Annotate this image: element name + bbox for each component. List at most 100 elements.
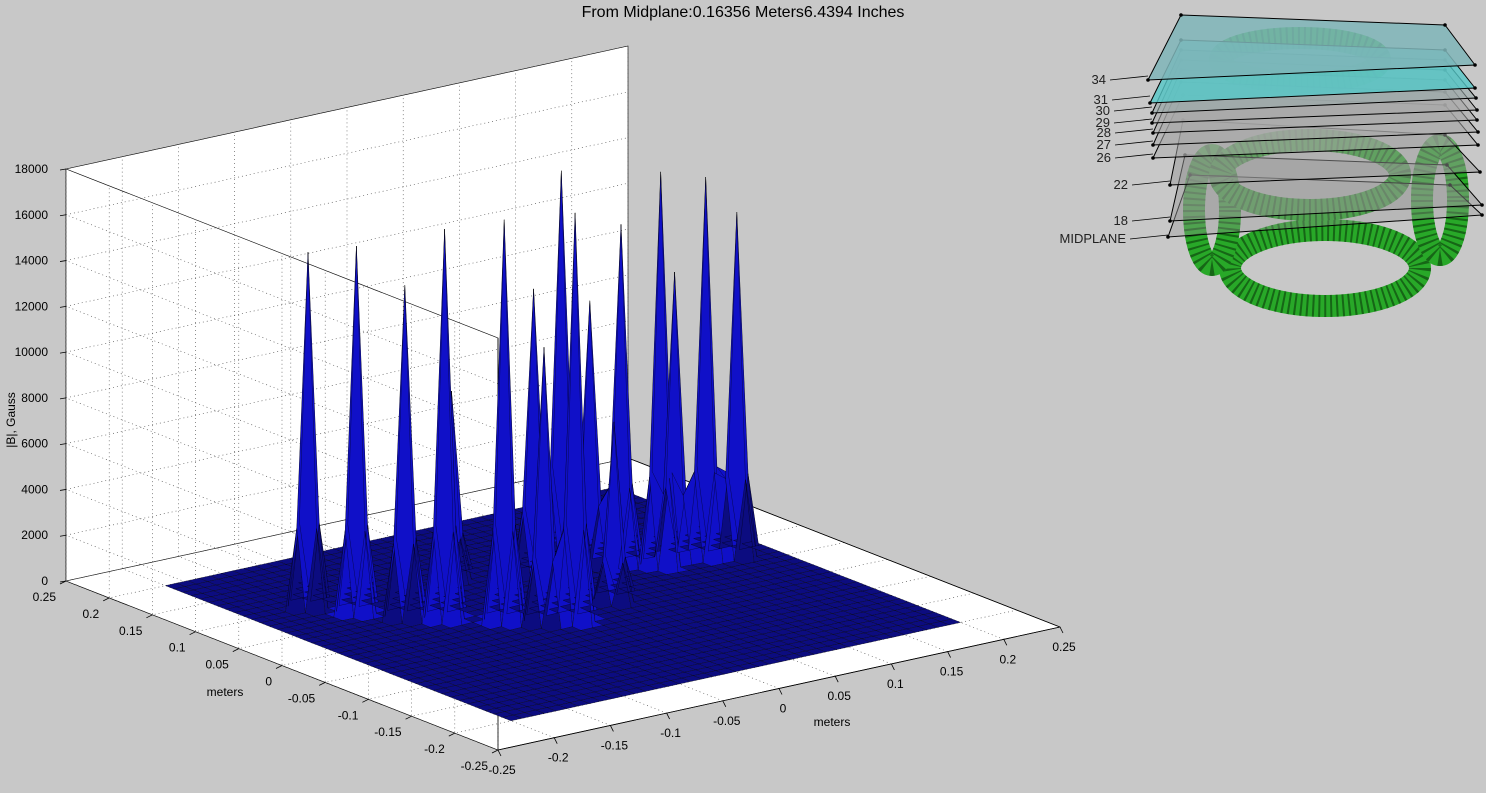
plane-label: MIDPLANE bbox=[1060, 231, 1127, 246]
plane-label: 28 bbox=[1097, 125, 1111, 140]
plane-corner-dot bbox=[1150, 121, 1154, 125]
left-torus-coil-windings bbox=[1183, 144, 1241, 276]
x-tick-label: 0.25 bbox=[1052, 640, 1076, 654]
x-tick-label: -0.15 bbox=[601, 738, 629, 752]
y-tick bbox=[146, 614, 153, 619]
x-tick bbox=[666, 712, 670, 720]
magnetic-field-surface bbox=[164, 170, 962, 721]
x-tick-label: -0.1 bbox=[660, 726, 681, 740]
z-tick bbox=[59, 305, 67, 308]
z-tick bbox=[59, 351, 67, 354]
y-tick-label: 0.05 bbox=[205, 658, 229, 672]
plane-corner-dot bbox=[1475, 118, 1479, 122]
x-tick bbox=[891, 663, 895, 671]
z-tick-label: 8000 bbox=[21, 391, 48, 405]
x-tick bbox=[778, 688, 783, 695]
z-tick-label: 0 bbox=[41, 574, 48, 588]
plane-label: 22 bbox=[1114, 177, 1128, 192]
x-tick-label: -0.25 bbox=[488, 763, 516, 777]
plane-label: 29 bbox=[1096, 115, 1110, 130]
plane-leader-line bbox=[1131, 180, 1171, 186]
plane-leader-line bbox=[1114, 140, 1154, 146]
plane-label: 26 bbox=[1097, 150, 1111, 165]
x-tick bbox=[610, 725, 614, 732]
y-tick bbox=[189, 631, 196, 636]
y-tick bbox=[491, 749, 499, 754]
plane-corner-dot bbox=[1146, 78, 1150, 82]
axis-ticks: 0 2000 4000 6000 8000 10000 12000 14000 16000 180… bbox=[15, 162, 1076, 777]
z-axis-label: |B|, Gauss bbox=[4, 392, 18, 448]
plane-corner-dot bbox=[1480, 203, 1484, 207]
z-tick-label: 2000 bbox=[21, 528, 48, 542]
plane-leader-line bbox=[1111, 95, 1151, 101]
plane-corner-dot bbox=[1166, 235, 1170, 239]
plane-corner-dot bbox=[1448, 183, 1452, 187]
x-axis-label: meters bbox=[814, 715, 851, 729]
y-tick-label: -0.2 bbox=[424, 742, 445, 756]
z-tick bbox=[59, 260, 67, 262]
plane-label: 34 bbox=[1092, 72, 1106, 87]
plane-corner-dot bbox=[1480, 213, 1484, 217]
x-tick bbox=[834, 676, 839, 683]
x-tick bbox=[722, 700, 727, 707]
plane-leader-line bbox=[1113, 106, 1153, 112]
plane-corner-dot bbox=[1473, 86, 1477, 90]
plane-corner-dot bbox=[1474, 96, 1478, 100]
plane-leader-line bbox=[1131, 216, 1171, 222]
x-tick bbox=[553, 737, 558, 744]
chart-title: From Midplane:0.16356 Meters6.4394 Inche… bbox=[581, 4, 905, 21]
plane-corner-dot bbox=[1150, 111, 1154, 115]
surface-patch bbox=[940, 618, 962, 626]
plane-label: 30 bbox=[1096, 103, 1110, 118]
x-tick bbox=[947, 651, 951, 658]
y-tick bbox=[103, 597, 110, 602]
plane-corner-dot bbox=[1478, 170, 1482, 174]
z-tick-label: 18000 bbox=[15, 162, 49, 176]
plane-leader-line bbox=[1114, 153, 1154, 159]
plane-corner-dot bbox=[1168, 183, 1172, 187]
y-tick-label: 0.25 bbox=[33, 590, 57, 604]
z-tick-label: 14000 bbox=[15, 254, 49, 268]
plane-corner-dot bbox=[1168, 219, 1172, 223]
plane-corner-dot bbox=[1476, 143, 1480, 147]
z-tick bbox=[59, 534, 67, 537]
plane-leader-line bbox=[1113, 118, 1153, 124]
plane-leader-line bbox=[1129, 234, 1169, 240]
x-tick-label: 0.15 bbox=[940, 665, 964, 679]
y-tick bbox=[319, 682, 326, 686]
y-tick bbox=[232, 648, 239, 652]
x-tick bbox=[1059, 626, 1064, 634]
x-tick-label: 0.1 bbox=[887, 677, 904, 691]
y-tick bbox=[275, 665, 283, 669]
plane-leader-line bbox=[1109, 75, 1149, 81]
z-tick-label: 10000 bbox=[15, 345, 49, 359]
y-tick bbox=[59, 580, 67, 585]
plane-corner-dot bbox=[1473, 63, 1477, 67]
z-tick bbox=[59, 489, 67, 491]
x-tick-label: -0.2 bbox=[548, 751, 569, 765]
plane-corner-dot bbox=[1475, 108, 1479, 112]
z-tick-label: 16000 bbox=[15, 208, 49, 222]
x-tick-label: 0.05 bbox=[828, 689, 852, 703]
y-tick-label: 0.2 bbox=[83, 607, 100, 621]
y-tick-label: 0.15 bbox=[119, 624, 143, 638]
z-tick bbox=[59, 443, 67, 446]
lower-torus-coil-windings bbox=[1219, 219, 1431, 317]
y-tick-label: -0.1 bbox=[338, 708, 359, 722]
plane-corner-dot bbox=[1179, 13, 1183, 17]
plane-label: 27 bbox=[1097, 137, 1111, 152]
plane-leader-line bbox=[1114, 128, 1154, 134]
y-tick bbox=[362, 698, 369, 703]
surface-plot-axes bbox=[64, 45, 1062, 751]
z-tick bbox=[59, 397, 67, 400]
y-tick-label: -0.15 bbox=[374, 725, 402, 739]
plane-corner-dot bbox=[1151, 143, 1155, 147]
right-torus-coil-windings bbox=[1411, 134, 1469, 266]
y-tick-label: -0.05 bbox=[288, 691, 316, 705]
x-tick-label: 0 bbox=[780, 702, 787, 716]
z-tick-label: 12000 bbox=[15, 299, 49, 313]
plane-corner-dot bbox=[1443, 23, 1447, 27]
x-tick-label: -0.05 bbox=[713, 714, 741, 728]
